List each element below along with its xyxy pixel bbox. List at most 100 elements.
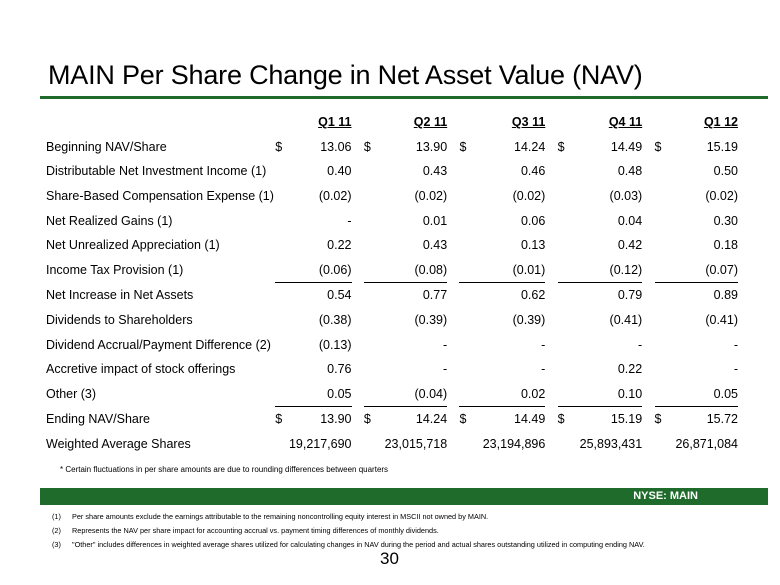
table-cell: (0.02) [414, 189, 448, 204]
table-cell: 0.50 [713, 164, 738, 179]
table-cell: 15.19 [610, 412, 643, 427]
currency-symbol: $ [459, 139, 467, 154]
footnote: (2) Represents the NAV per share impact f… [52, 526, 439, 535]
column-header: Q2 11 [413, 115, 448, 130]
table-cell: 0.04 [617, 213, 643, 228]
table-cell: (0.38) [318, 313, 352, 328]
table-cell: - [733, 362, 738, 377]
row-label: Ending NAV/Share [46, 412, 150, 427]
table-cell: 13.90 [320, 412, 352, 427]
table-cell: (0.03) [609, 189, 643, 204]
table-cell: (0.02) [318, 189, 352, 204]
table-cell: 0.46 [520, 164, 546, 179]
column-header: Q3 11 [511, 115, 546, 130]
table-cell: 14.49 [514, 412, 546, 427]
row-label: Net Unrealized Appreciation (1) [46, 238, 220, 253]
table-cell: (0.08) [377, 257, 448, 284]
table-row: Beginning NAV/Share $13.06 $13.90 $14.24 $14… [46, 135, 738, 160]
row-label: Weighted Average Shares [46, 437, 191, 452]
row-label: Dividends to Shareholders [46, 313, 193, 328]
title-divider [40, 96, 768, 99]
table-row: Income Tax Provision (1) (0.06) (0.08) (0.0… [46, 257, 738, 284]
table-cell: 0.54 [327, 288, 352, 303]
table-cell: 0.06 [520, 213, 546, 228]
table-cell: 0.76 [327, 362, 352, 377]
row-label: Net Realized Gains (1) [46, 213, 173, 228]
table-cell: 23,194,896 [482, 437, 546, 452]
table-cell: 0.30 [713, 213, 738, 228]
table-cell: 25,893,431 [579, 437, 643, 452]
table-cell: 19,217,690 [288, 437, 352, 452]
currency-symbol: $ [275, 412, 283, 427]
ticker-label: NYSE: MAIN [633, 490, 698, 502]
table-header-row: Q1 11 Q2 11 Q3 11 Q4 11 Q1 12 [46, 110, 738, 135]
table-row: Weighted Average Shares 19,217,690 23,015,… [46, 432, 738, 457]
table-cell: 0.10 [571, 381, 643, 408]
row-label: Accretive impact of stock offerings [46, 362, 236, 377]
table-cell: 0.77 [422, 288, 448, 303]
table-cell: (0.02) [512, 189, 546, 204]
table-row: Other (3) 0.05 (0.04) 0.02 0.10 0.05 [46, 381, 738, 408]
table-cell: 0.18 [713, 238, 738, 253]
footer-bar: NYSE: MAIN [40, 488, 768, 505]
currency-symbol: $ [557, 412, 565, 427]
table-cell: - [443, 362, 448, 377]
table-cell: 14.24 [514, 139, 546, 154]
column-header: Q4 11 [608, 115, 643, 130]
table-cell: 0.42 [617, 238, 643, 253]
table-cell: (0.07) [668, 257, 738, 284]
table-cell: - [541, 362, 546, 377]
row-label: Dividend Accrual/Payment Difference (2) [46, 337, 271, 352]
row-label: Share-Based Compensation Expense (1) [46, 189, 274, 204]
currency-symbol: $ [557, 139, 565, 154]
table-cell: 0.05 [668, 381, 738, 408]
table-body: Beginning NAV/Share $13.06 $13.90 $14.24 $14… [46, 135, 738, 457]
currency-symbol: $ [654, 139, 662, 154]
table-cell: 0.13 [520, 238, 546, 253]
table-cell: (0.12) [571, 257, 643, 284]
row-label: Beginning NAV/Share [46, 139, 167, 154]
table-cell: (0.02) [705, 189, 738, 204]
currency-symbol: $ [275, 139, 283, 154]
table-cell: (0.04) [377, 381, 448, 408]
page-title: MAIN Per Share Change in Net Asset Value… [48, 60, 643, 90]
rounding-note: * Certain fluctuations in per share amou… [60, 465, 389, 474]
table-row: Net Increase in Net Assets 0.54 0.77 0.62 0.… [46, 283, 738, 308]
table-cell: 0.02 [473, 381, 546, 408]
table-cell: - [443, 337, 448, 352]
table-row: Ending NAV/Share $13.90 $14.24 $14.49 $15.19… [46, 407, 738, 432]
table-row: Distributable Net Investment Income (1) 0… [46, 159, 738, 184]
table-cell: (0.01) [473, 257, 546, 284]
currency-symbol: $ [363, 139, 371, 154]
table-cell: 14.49 [610, 139, 643, 154]
table-cell: 13.90 [415, 139, 448, 154]
table-cell: (0.41) [609, 313, 643, 328]
table-row: Net Realized Gains (1) - 0.01 0.06 0.04 0.30 [46, 208, 738, 233]
table-row: Accretive impact of stock offerings 0.76 -… [46, 357, 738, 382]
table-cell: 0.89 [713, 288, 738, 303]
table-cell: 0.22 [617, 362, 643, 377]
nav-table: Q1 11 Q2 11 Q3 11 Q4 11 Q1 12 Beginning … [46, 110, 738, 456]
page-number: 30 [380, 549, 399, 568]
column-header: Q1 11 [318, 115, 352, 130]
table-row: Dividend Accrual/Payment Difference (2) (… [46, 332, 738, 357]
table-cell: 0.43 [422, 164, 448, 179]
table-cell: 23,015,718 [384, 437, 448, 452]
table-cell: - [347, 213, 352, 228]
table-row: Net Unrealized Appreciation (1) 0.22 0.43 0… [46, 233, 738, 258]
table-cell: (0.06) [288, 257, 352, 284]
table-cell: 0.43 [422, 238, 448, 253]
table-cell: 0.22 [327, 238, 352, 253]
table-cell: (0.41) [705, 313, 738, 328]
table-cell: - [541, 337, 546, 352]
table-cell: 0.01 [422, 213, 448, 228]
table-cell: (0.39) [414, 313, 448, 328]
table-cell: (0.39) [512, 313, 546, 328]
row-label: Net Increase in Net Assets [46, 288, 194, 303]
table-cell: (0.13) [318, 337, 352, 352]
table-cell: 0.40 [327, 164, 352, 179]
table-row: Share-Based Compensation Expense (1) (0.0… [46, 184, 738, 209]
table-cell: 14.24 [415, 412, 448, 427]
row-label: Other (3) [46, 387, 97, 402]
row-label: Distributable Net Investment Income (1) [46, 164, 267, 179]
